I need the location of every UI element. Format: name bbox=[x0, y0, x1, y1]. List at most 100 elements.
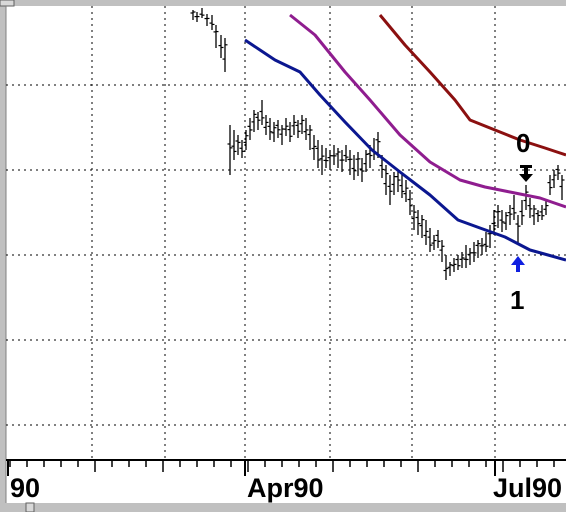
left-frame bbox=[0, 6, 6, 512]
price-bars bbox=[190, 8, 565, 280]
price-bar bbox=[351, 155, 357, 180]
price-bar bbox=[543, 200, 549, 215]
price-bar bbox=[295, 120, 301, 138]
price-bar bbox=[527, 198, 533, 218]
price-bar bbox=[319, 145, 325, 175]
price-bar bbox=[519, 200, 525, 225]
price-bar bbox=[411, 205, 417, 230]
x-tick-label: 90 bbox=[10, 473, 40, 503]
price-bar bbox=[359, 158, 365, 182]
price-bar bbox=[283, 118, 289, 136]
price-bar bbox=[311, 135, 317, 160]
marker-0-label: 0 bbox=[516, 128, 530, 158]
price-bar bbox=[355, 152, 361, 176]
price-bar bbox=[251, 110, 257, 132]
bottom-frame bbox=[0, 503, 566, 512]
price-bar bbox=[395, 170, 401, 192]
price-bar bbox=[323, 148, 329, 168]
price-bar bbox=[271, 122, 277, 142]
price-bar bbox=[419, 215, 425, 238]
price-bar bbox=[263, 115, 269, 135]
price-bar bbox=[523, 185, 529, 210]
price-bar bbox=[218, 35, 224, 58]
price-bar bbox=[279, 125, 285, 145]
price-bar bbox=[435, 230, 441, 248]
price-bar bbox=[199, 8, 205, 18]
price-bar bbox=[463, 245, 469, 268]
price-bar bbox=[307, 125, 313, 150]
price-bar bbox=[209, 15, 215, 30]
series-line-0 bbox=[244, 38, 566, 262]
price-bar bbox=[287, 122, 293, 142]
price-bar bbox=[247, 118, 253, 140]
series-line-2 bbox=[378, 14, 566, 157]
price-bar bbox=[291, 115, 297, 135]
price-bar bbox=[407, 190, 413, 215]
price-bar bbox=[222, 38, 228, 72]
price-bar bbox=[431, 235, 437, 250]
price-bar bbox=[551, 170, 557, 188]
price-bar bbox=[535, 210, 541, 222]
price-bar bbox=[515, 215, 521, 245]
grid bbox=[6, 6, 566, 460]
price-bar bbox=[483, 232, 489, 252]
price-bar bbox=[299, 115, 305, 134]
price-bar bbox=[511, 195, 517, 220]
up-arrow-icon bbox=[511, 256, 525, 272]
price-bar bbox=[479, 238, 485, 255]
price-bar bbox=[347, 150, 353, 175]
marker-0: 0 bbox=[516, 128, 533, 182]
price-bar bbox=[443, 255, 449, 280]
bottom-scroll-handle[interactable] bbox=[25, 502, 35, 513]
price-bar bbox=[507, 205, 513, 225]
price-bar bbox=[383, 165, 389, 195]
price-bar bbox=[343, 145, 349, 162]
price-bar bbox=[459, 252, 465, 268]
price-bar bbox=[275, 120, 281, 138]
price-bar bbox=[331, 145, 337, 165]
price-bar bbox=[547, 175, 553, 195]
marker-1: 1 bbox=[510, 256, 525, 315]
price-bar bbox=[447, 262, 453, 276]
price-bar bbox=[455, 255, 461, 270]
price-bar bbox=[335, 148, 341, 168]
price-bar bbox=[491, 210, 497, 235]
price-bar bbox=[475, 240, 481, 258]
price-bar bbox=[363, 150, 369, 172]
price-bar bbox=[204, 14, 210, 26]
price-bar bbox=[531, 205, 537, 225]
price-bar bbox=[315, 140, 321, 168]
price-bar bbox=[559, 175, 565, 200]
price-bar bbox=[243, 130, 249, 150]
price-bar bbox=[487, 225, 493, 248]
price-bar bbox=[399, 175, 405, 198]
x-tick-label: Apr90 bbox=[247, 473, 324, 503]
price-bar bbox=[303, 118, 309, 140]
price-bar bbox=[227, 125, 233, 175]
price-bar bbox=[499, 210, 505, 232]
price-bar bbox=[503, 212, 509, 230]
price-bar bbox=[467, 248, 473, 265]
price-bar bbox=[190, 10, 196, 20]
price-bar bbox=[231, 130, 237, 160]
price-bar bbox=[451, 258, 457, 272]
price-bar bbox=[235, 135, 241, 155]
x-axis bbox=[6, 459, 566, 476]
price-bar bbox=[555, 165, 561, 180]
series-lines bbox=[244, 13, 566, 262]
top-scroll-handle[interactable] bbox=[0, 0, 15, 7]
top-frame bbox=[0, 0, 566, 6]
price-bar bbox=[539, 205, 545, 220]
price-bar bbox=[439, 240, 445, 262]
price-bar bbox=[339, 150, 345, 172]
price-bar bbox=[403, 180, 409, 202]
price-bar bbox=[267, 118, 273, 140]
price-bar bbox=[194, 12, 200, 22]
price-bar bbox=[255, 112, 261, 130]
marker-1-label: 1 bbox=[510, 285, 524, 315]
x-tick-label: Jul90 bbox=[493, 473, 562, 503]
price-bar bbox=[471, 242, 477, 262]
price-bar bbox=[423, 220, 429, 245]
